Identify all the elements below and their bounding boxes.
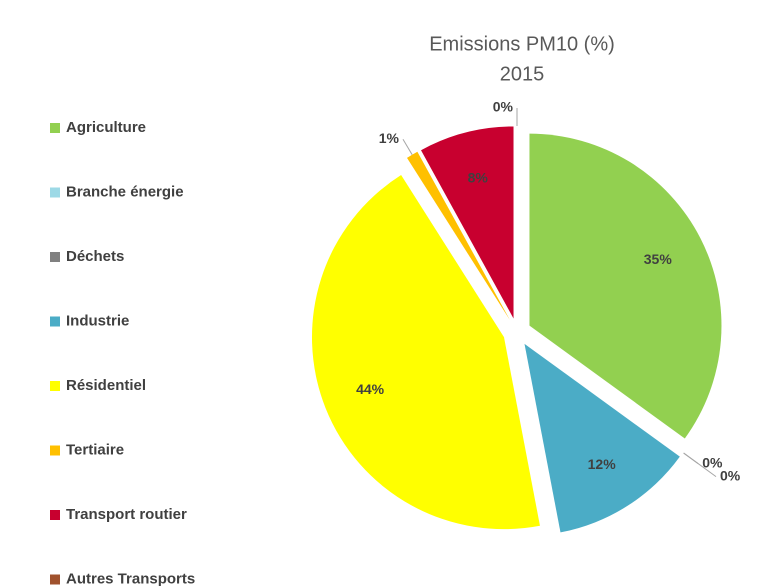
pie-slice (311, 175, 540, 530)
pie-slice (529, 133, 722, 439)
data-label: 1% (379, 130, 400, 146)
legend-swatch (50, 316, 60, 327)
legend-swatch (50, 123, 60, 133)
legend-label: Agriculture (66, 119, 146, 136)
legend-swatch (50, 381, 60, 391)
legend-label: Transport routier (66, 506, 187, 523)
legend-swatch (50, 574, 60, 585)
legend-label: Tertiaire (66, 441, 124, 458)
data-label: 44% (356, 381, 385, 397)
chart-title: Emissions PM10 (%) (429, 33, 615, 55)
legend-swatch (50, 510, 60, 520)
legend-label: Déchets (66, 248, 124, 265)
data-label: 0% (493, 99, 514, 115)
legend-label: Résidentiel (66, 377, 146, 394)
legend-label: Autres Transports (66, 570, 195, 586)
legend-swatch (50, 252, 60, 262)
data-label: 8% (468, 170, 489, 186)
data-label: 0% (702, 454, 723, 470)
pie-slice (421, 126, 514, 319)
legend-swatch (50, 187, 60, 198)
legend-label: Industrie (66, 312, 129, 329)
data-label: 0% (720, 467, 741, 483)
legend-label: Branche énergie (66, 183, 184, 200)
legend-swatch (50, 445, 60, 456)
leader-line (402, 138, 413, 155)
chart-subtitle: 2015 (500, 63, 545, 85)
pie-slice (524, 343, 680, 533)
data-label: 35% (644, 251, 673, 267)
pie-slice (406, 151, 510, 320)
leader-line (683, 452, 717, 477)
data-label: 12% (588, 456, 617, 472)
